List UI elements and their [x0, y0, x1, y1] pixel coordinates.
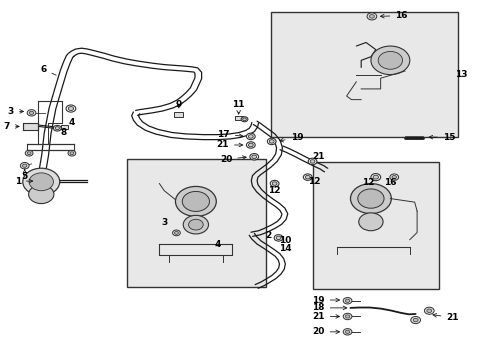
Text: 11: 11	[232, 100, 244, 114]
Circle shape	[241, 117, 247, 122]
Circle shape	[345, 299, 349, 302]
Circle shape	[345, 330, 349, 333]
Circle shape	[68, 107, 73, 111]
Text: 6: 6	[41, 65, 56, 75]
Circle shape	[248, 135, 253, 138]
Circle shape	[272, 182, 277, 185]
Circle shape	[309, 159, 314, 163]
Circle shape	[22, 164, 27, 167]
Circle shape	[270, 180, 279, 187]
Text: 5: 5	[21, 169, 28, 181]
Text: 3: 3	[161, 219, 167, 228]
Circle shape	[27, 110, 36, 116]
Circle shape	[70, 152, 74, 155]
Circle shape	[246, 133, 255, 140]
Circle shape	[305, 175, 309, 179]
Circle shape	[369, 15, 373, 18]
Circle shape	[269, 140, 274, 143]
Circle shape	[357, 189, 383, 208]
Circle shape	[370, 174, 380, 181]
Circle shape	[29, 173, 53, 191]
Text: 4: 4	[214, 240, 221, 249]
Circle shape	[55, 127, 60, 130]
Text: 2: 2	[265, 231, 271, 240]
Circle shape	[343, 313, 351, 320]
Circle shape	[246, 142, 255, 148]
Text: 12: 12	[307, 177, 320, 186]
Text: 16: 16	[384, 177, 396, 186]
Circle shape	[249, 154, 258, 160]
Circle shape	[274, 235, 283, 241]
Text: 14: 14	[278, 244, 290, 253]
Circle shape	[350, 184, 390, 213]
Text: 13: 13	[454, 70, 466, 79]
Circle shape	[182, 192, 209, 211]
Circle shape	[343, 329, 351, 335]
Text: 9: 9	[175, 100, 182, 109]
Text: 17: 17	[217, 130, 242, 139]
Bar	[312, 162, 438, 289]
Circle shape	[412, 318, 417, 322]
Bar	[271, 12, 458, 137]
Circle shape	[183, 215, 208, 234]
Text: 15: 15	[428, 132, 454, 141]
Circle shape	[391, 176, 396, 179]
Bar	[234, 116, 242, 120]
Circle shape	[424, 307, 433, 314]
Circle shape	[251, 155, 256, 158]
Circle shape	[248, 143, 253, 147]
Circle shape	[20, 162, 29, 169]
Circle shape	[267, 138, 276, 145]
Circle shape	[358, 213, 382, 231]
Circle shape	[389, 174, 398, 180]
Circle shape	[175, 186, 216, 216]
Circle shape	[27, 152, 31, 155]
Text: 21: 21	[432, 313, 458, 322]
Text: 7: 7	[4, 122, 19, 131]
Text: 4: 4	[68, 118, 75, 127]
Text: 12: 12	[362, 177, 374, 186]
Text: 19: 19	[279, 133, 303, 142]
Circle shape	[68, 150, 76, 156]
Text: 21: 21	[312, 312, 339, 321]
Circle shape	[23, 168, 60, 195]
Circle shape	[410, 316, 420, 324]
Text: 10: 10	[278, 236, 290, 245]
Circle shape	[372, 175, 378, 179]
Circle shape	[53, 125, 61, 131]
Text: 18: 18	[312, 303, 346, 312]
Circle shape	[66, 105, 76, 112]
Text: 21: 21	[216, 140, 242, 149]
Text: 12: 12	[268, 185, 280, 194]
Bar	[61, 125, 68, 129]
Text: 20: 20	[220, 155, 245, 164]
Text: 1: 1	[15, 176, 33, 185]
Circle shape	[172, 230, 180, 236]
Bar	[174, 112, 183, 117]
Text: 21: 21	[311, 152, 324, 161]
Text: 3: 3	[8, 107, 23, 116]
Circle shape	[345, 315, 349, 318]
Circle shape	[343, 297, 351, 304]
Circle shape	[25, 150, 33, 156]
Circle shape	[366, 13, 376, 20]
Text: 19: 19	[311, 296, 339, 305]
Circle shape	[370, 46, 409, 75]
Text: 20: 20	[312, 327, 339, 336]
Circle shape	[242, 118, 246, 121]
Bar	[126, 158, 266, 287]
Circle shape	[377, 51, 402, 69]
Circle shape	[188, 219, 203, 230]
Text: 16: 16	[380, 11, 407, 20]
Bar	[23, 123, 38, 130]
Circle shape	[303, 174, 311, 180]
Text: 8: 8	[61, 129, 67, 138]
Circle shape	[29, 185, 54, 203]
Circle shape	[276, 236, 281, 240]
Circle shape	[307, 158, 316, 165]
Circle shape	[29, 111, 34, 114]
Circle shape	[174, 231, 178, 234]
Circle shape	[426, 309, 431, 312]
